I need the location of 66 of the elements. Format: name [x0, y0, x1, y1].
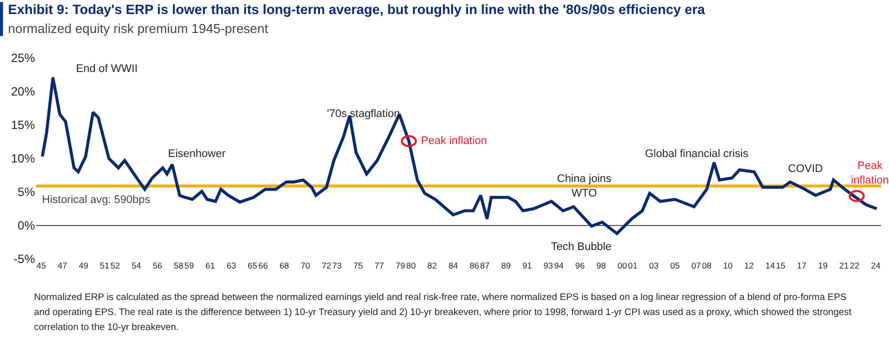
x-tick-label: 82: [427, 260, 438, 270]
chart-title: Exhibit 9: Today's ERP is lower than its long-term average, but roughly in line with the '80s/90s efficiency era: [8, 2, 705, 17]
x-tick-label: 49: [78, 260, 89, 270]
x-tick-label: 79: [396, 260, 406, 270]
x-tick-label: 61: [206, 260, 216, 270]
x-tick-label: 68: [279, 260, 290, 270]
x-tick-label: 14: [765, 260, 776, 270]
y-tick-label: -5%: [14, 252, 36, 266]
annotation: Peak inflation: [851, 160, 889, 186]
x-tick-label: 58: [174, 260, 184, 270]
x-tick-label: 77: [374, 260, 384, 270]
x-tick-label: 63: [226, 260, 236, 270]
annotation: COVID: [788, 163, 823, 175]
x-tick-label: 87: [480, 260, 490, 270]
x-tick-label: 12: [744, 260, 754, 270]
x-tick-label: 66: [258, 260, 268, 270]
x-tick-label: 21: [839, 260, 850, 270]
x-tick-label: 73: [332, 260, 342, 270]
x-tick-label: 08: [702, 260, 712, 270]
annotation: Eisenhower: [168, 148, 226, 160]
x-tick-label: 47: [58, 260, 68, 270]
text: Normalized ERP is calculated as the spread between the normalized earnings yield and real risk-free rate, where normalized EPS is based on a log linear regression of a blend of pro-forma EPS and operating EPS. The real rate is the difference between 1) 10-yr Treasury yield and 2) 10-yr breakeven, where prior to 1998, forward 1-yr CPI was used as a proxy, which showed the strongest correlation to the 10-yr breakeven.: [34, 291, 852, 335]
chart-subtitle: normalized equity risk premium 1945-present: [8, 21, 270, 36]
x-tick-label: 01: [628, 260, 638, 270]
y-tick-label: 15%: [10, 118, 36, 132]
annotation: Global financial crisis: [645, 148, 749, 160]
x-tick-label: 65: [248, 260, 258, 270]
x-tick-label: 84: [448, 260, 458, 270]
x-tick-label: 56: [152, 260, 162, 270]
x-tick-label: 03: [649, 260, 659, 270]
x-tick-label: 15: [776, 260, 786, 270]
x-tick-label: 98: [596, 260, 606, 270]
annotation: Peak inflation: [421, 135, 488, 147]
annotation: China joins WTO: [557, 173, 612, 200]
x-tick-label: 80: [406, 260, 416, 270]
y-tick-label: 5%: [18, 185, 36, 200]
x-tick-label: 54: [132, 260, 142, 270]
x-tick-label: 17: [797, 260, 807, 270]
x-tick-label: 86: [470, 260, 480, 270]
annotation: End of WWII: [76, 63, 138, 75]
y-tick-label: 25%: [10, 51, 36, 66]
x-tick-label: 10: [723, 260, 733, 270]
x-tick-label: 22: [850, 260, 860, 270]
x-tick-label: 70: [300, 260, 310, 270]
x-tick-label: 96: [575, 260, 585, 270]
y-tick-label: 0%: [18, 218, 36, 233]
x-tick-label: 93: [544, 260, 554, 270]
x-tick-label: 94: [554, 260, 564, 270]
x-tick-label: 00: [617, 260, 628, 270]
x-tick-label: 45: [36, 260, 46, 270]
annotation: '70s stagflation: [327, 108, 400, 120]
x-tick-label: 52: [110, 260, 120, 270]
x-tick-label: 07: [691, 260, 702, 270]
x-tick-label: 05: [670, 260, 680, 270]
ref-line-label: Historical avg: 590bps: [42, 194, 151, 206]
x-tick-label: 24: [870, 260, 881, 270]
x-tick-label: 19: [818, 260, 828, 270]
x-tick-label: 59: [184, 260, 194, 270]
annotation: Tech Bubble: [551, 241, 612, 253]
x-tick-label: 91: [522, 260, 532, 270]
x-tick-label: 72: [322, 260, 332, 270]
y-tick-label: 10%: [10, 152, 36, 166]
x-tick-label: 51: [100, 260, 110, 270]
y-tick-label: 20%: [10, 84, 36, 99]
x-tick-label: 75: [353, 260, 364, 270]
x-tick-label: 89: [501, 260, 512, 270]
